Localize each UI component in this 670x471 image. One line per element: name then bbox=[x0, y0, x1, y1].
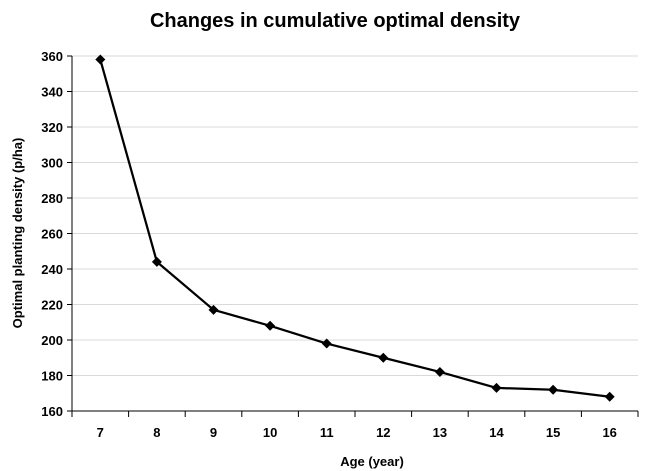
y-tick-label: 220 bbox=[41, 298, 63, 313]
x-tick-label: 8 bbox=[153, 425, 160, 440]
axes bbox=[67, 55, 639, 417]
y-tick-label: 340 bbox=[41, 85, 63, 100]
data-point bbox=[548, 384, 559, 395]
data-point bbox=[378, 352, 389, 363]
y-tick-label: 240 bbox=[41, 262, 63, 277]
x-tick-label: 12 bbox=[376, 425, 390, 440]
y-tick-label: 280 bbox=[41, 191, 63, 206]
data-point bbox=[265, 320, 276, 331]
x-tick-label: 7 bbox=[97, 425, 104, 440]
series-line bbox=[99, 59, 610, 398]
data-point bbox=[321, 338, 332, 349]
data-point bbox=[208, 304, 219, 315]
x-tick-label: 9 bbox=[210, 425, 217, 440]
x-axis-label: Age (year) bbox=[340, 454, 404, 469]
data-point bbox=[151, 256, 162, 267]
y-tick-label: 180 bbox=[41, 369, 63, 384]
y-tick-label: 160 bbox=[41, 404, 63, 419]
y-tick-label: 260 bbox=[41, 227, 63, 242]
y-tick-labels: 160 180 200 220 240 260 280 300 320 340 360 bbox=[41, 49, 63, 419]
y-tick-label: 200 bbox=[41, 333, 63, 348]
y-axis-label: Optimal planting density (p/ha) bbox=[10, 138, 25, 329]
x-tick-label: 16 bbox=[602, 425, 616, 440]
data-point bbox=[95, 54, 106, 65]
chart-title: Changes in cumulative optimal density bbox=[150, 10, 521, 32]
y-tick-label: 360 bbox=[41, 49, 63, 64]
gridlines bbox=[72, 55, 638, 376]
x-tick-label: 11 bbox=[320, 425, 334, 440]
x-tick-labels: 7 8 9 10 11 12 13 14 15 16 bbox=[97, 425, 617, 440]
x-tick-label: 13 bbox=[433, 425, 447, 440]
x-tick-label: 14 bbox=[489, 425, 504, 440]
data-point bbox=[604, 391, 615, 402]
series-layer bbox=[95, 54, 615, 402]
y-tick-label: 300 bbox=[41, 156, 63, 171]
data-point bbox=[434, 366, 445, 377]
x-tick-label: 10 bbox=[263, 425, 277, 440]
data-point bbox=[491, 382, 502, 393]
y-tick-label: 320 bbox=[41, 120, 63, 135]
x-tick-label: 15 bbox=[546, 425, 560, 440]
